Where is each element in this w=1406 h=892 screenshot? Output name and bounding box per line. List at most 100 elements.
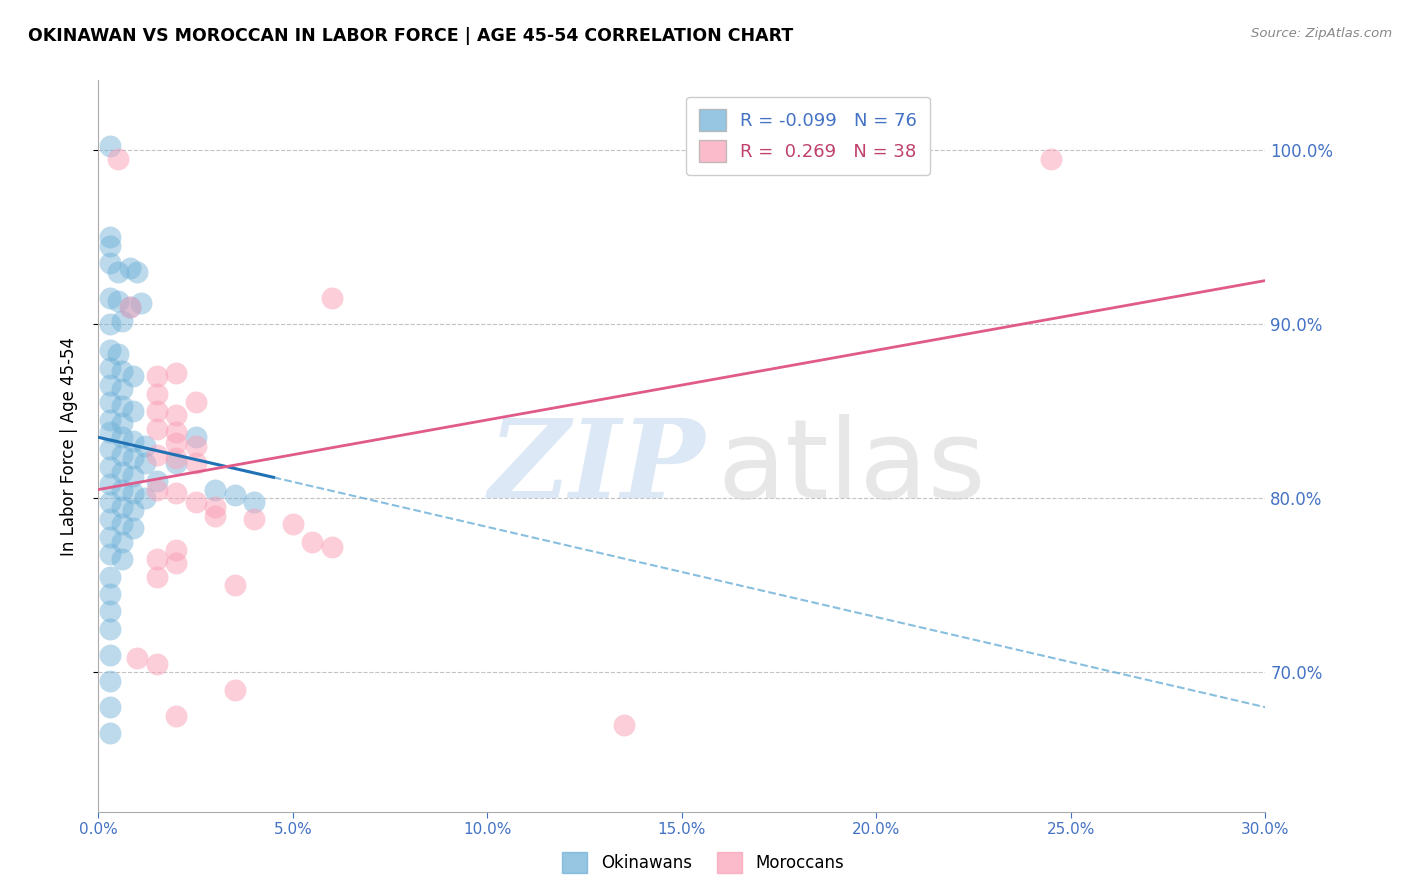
Point — [98, 317, 121, 331]
Point — [134, 457, 156, 471]
Point — [122, 503, 145, 517]
Point — [243, 494, 266, 508]
Point — [184, 430, 207, 444]
Legend: R = -0.099   N = 76, R =  0.269   N = 38: R = -0.099 N = 76, R = 0.269 N = 38 — [686, 96, 929, 175]
Point — [165, 556, 187, 570]
Point — [321, 540, 343, 554]
Point — [107, 294, 129, 309]
Point — [321, 291, 343, 305]
Point — [165, 425, 187, 439]
Point — [165, 543, 187, 558]
Point — [98, 604, 121, 618]
Point — [146, 448, 169, 462]
Point — [111, 417, 134, 431]
Point — [98, 530, 121, 544]
Text: OKINAWAN VS MOROCCAN IN LABOR FORCE | AGE 45-54 CORRELATION CHART: OKINAWAN VS MOROCCAN IN LABOR FORCE | AG… — [28, 27, 793, 45]
Point — [1040, 152, 1063, 166]
Point — [134, 439, 156, 453]
Text: Source: ZipAtlas.com: Source: ZipAtlas.com — [1251, 27, 1392, 40]
Point — [146, 404, 169, 418]
Y-axis label: In Labor Force | Age 45-54: In Labor Force | Age 45-54 — [59, 336, 77, 556]
Point — [122, 468, 145, 483]
Point — [98, 494, 121, 508]
Point — [98, 459, 121, 474]
Point — [165, 486, 187, 500]
Point — [98, 256, 121, 270]
Point — [111, 448, 134, 462]
Point — [122, 404, 145, 418]
Point — [118, 300, 141, 314]
Point — [118, 261, 141, 276]
Point — [165, 457, 187, 471]
Point — [98, 477, 121, 491]
Point — [98, 413, 121, 427]
Point — [184, 439, 207, 453]
Point — [111, 552, 134, 566]
Point — [98, 622, 121, 636]
Point — [122, 486, 145, 500]
Point — [146, 552, 169, 566]
Point — [111, 430, 134, 444]
Point — [184, 457, 207, 471]
Point — [146, 569, 169, 583]
Point — [122, 451, 145, 466]
Point — [612, 717, 634, 731]
Point — [134, 491, 156, 506]
Point — [122, 521, 145, 535]
Point — [146, 483, 169, 497]
Point — [98, 139, 121, 153]
Point — [98, 512, 121, 526]
Text: atlas: atlas — [717, 415, 986, 522]
Point — [98, 587, 121, 601]
Point — [165, 408, 187, 422]
Point — [111, 313, 134, 327]
Point — [122, 434, 145, 448]
Point — [107, 265, 129, 279]
Point — [98, 291, 121, 305]
Point — [184, 395, 207, 409]
Point — [111, 534, 134, 549]
Point — [224, 682, 246, 697]
Point — [146, 369, 169, 384]
Point — [127, 651, 149, 665]
Point — [281, 517, 304, 532]
Point — [98, 442, 121, 457]
Point — [98, 547, 121, 561]
Point — [204, 483, 226, 497]
Point — [243, 512, 266, 526]
Point — [165, 366, 187, 380]
Point — [98, 700, 121, 714]
Point — [98, 360, 121, 375]
Point — [165, 435, 187, 450]
Point — [98, 378, 121, 392]
Point — [98, 238, 121, 252]
Point — [118, 300, 141, 314]
Point — [111, 500, 134, 514]
Point — [98, 674, 121, 689]
Point — [111, 382, 134, 396]
Point — [146, 474, 169, 488]
Point — [122, 369, 145, 384]
Point — [107, 152, 129, 166]
Point — [111, 483, 134, 497]
Point — [184, 494, 207, 508]
Point — [146, 421, 169, 435]
Point — [146, 657, 169, 671]
Point — [165, 709, 187, 723]
Point — [98, 230, 121, 244]
Point — [98, 343, 121, 358]
Point — [98, 648, 121, 662]
Point — [98, 569, 121, 583]
Point — [204, 508, 226, 523]
Point — [129, 296, 152, 310]
Point — [107, 347, 129, 361]
Point — [204, 500, 226, 514]
Point — [111, 399, 134, 413]
Point — [98, 395, 121, 409]
Point — [127, 265, 149, 279]
Point — [146, 386, 169, 401]
Point — [224, 578, 246, 592]
Point — [111, 517, 134, 532]
Point — [98, 726, 121, 740]
Legend: Okinawans, Moroccans: Okinawans, Moroccans — [555, 846, 851, 880]
